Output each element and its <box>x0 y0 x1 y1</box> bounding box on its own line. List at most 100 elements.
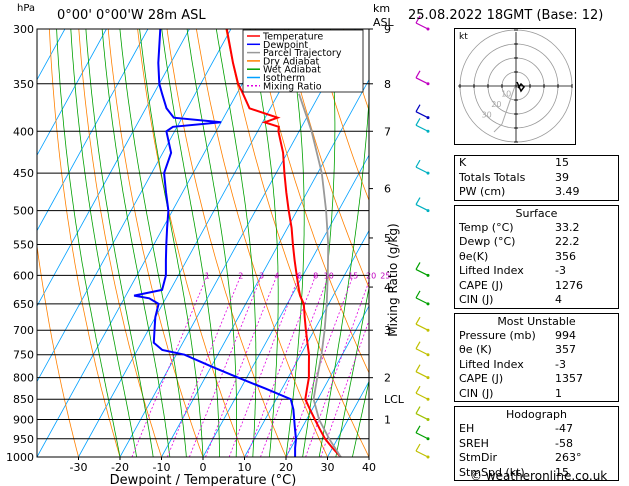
km-tick-label: 5 <box>384 232 391 245</box>
wind-barb-staff <box>415 166 429 174</box>
index-key: CAPE (J) <box>459 278 504 292</box>
index-value: 263° <box>555 451 582 464</box>
legend-box <box>242 29 364 93</box>
index-row: StmSpd (kt) 15 <box>455 466 618 481</box>
legend-item: Wet Adiabat <box>263 65 321 76</box>
index-row: CAPE (J) 1357 <box>455 372 618 387</box>
wind-barb-staff <box>415 432 429 440</box>
wind-barb-flag <box>415 364 421 372</box>
km-tick-label: 3 <box>384 324 391 337</box>
wind-barb-dot <box>426 328 430 332</box>
wind-barb-flag <box>415 15 421 24</box>
pressure-tick-label: 750 <box>13 349 34 362</box>
index-row: Totals Totals 39 <box>455 171 618 186</box>
wind-barb-staff <box>415 77 429 85</box>
wind-barb-staff <box>415 323 429 331</box>
hodograph-trace <box>516 81 525 93</box>
index-value: -47 <box>555 422 573 435</box>
temp-tick-label: -30 <box>70 461 88 474</box>
pressure-tick-label: 1000 <box>6 451 34 464</box>
index-key: θe (K) <box>459 343 492 356</box>
isotherm-line <box>119 29 356 457</box>
pressure-tick-label: 950 <box>13 433 34 446</box>
wind-barb-staff <box>415 392 429 400</box>
series-dewpoint <box>133 29 298 457</box>
mixing-ratio-tick-label: 15 <box>348 271 358 280</box>
index-key: Pressure (mb) <box>459 328 536 342</box>
index-row: EH -47 <box>455 422 618 437</box>
km-tick-label: 8 <box>384 78 391 91</box>
wet-adiabat-line <box>302 29 336 457</box>
section-title: Most Unstable <box>497 314 576 328</box>
mixing-ratio-line <box>189 275 262 457</box>
wind-barb-staff <box>415 124 429 132</box>
wind-barb-staff <box>415 111 429 119</box>
index-value: 994 <box>555 328 576 342</box>
wind-barb-dot <box>426 376 430 380</box>
isotherm-line <box>37 29 273 457</box>
wind-barb-staff <box>415 204 429 212</box>
pressure-tick-label: 450 <box>13 167 34 180</box>
credit-text: © weatheronline.co.uk <box>470 469 608 483</box>
legend-item: Dewpoint <box>263 40 308 51</box>
index-key: CIN (J) <box>459 386 494 400</box>
wind-barb-staff <box>415 297 429 305</box>
temp-tick-label: 40 <box>362 461 376 474</box>
isotherm-line <box>37 29 149 232</box>
index-value: 39 <box>555 170 569 184</box>
wind-barb-flag <box>415 197 421 205</box>
index-value: -58 <box>555 436 573 450</box>
pressure-tick-label: 500 <box>13 205 34 218</box>
index-row: Pressure (mb) 994 <box>455 329 618 344</box>
index-key: EH <box>459 422 475 435</box>
series-parcel-trajectory <box>298 93 342 457</box>
asl-label: ASL <box>373 16 394 29</box>
index-row: K 15 <box>455 156 618 171</box>
index-key: K <box>459 156 467 169</box>
wind-barb-dot <box>426 273 430 277</box>
legend-item: Dry Adiabat <box>263 56 320 67</box>
plot-area <box>37 29 369 457</box>
index-row: StmDir 263° <box>455 451 618 466</box>
isotherm-line <box>285 305 369 457</box>
km-tick-label: 7 <box>384 125 391 138</box>
mixing-ratio-tick-label: 6 <box>297 271 302 280</box>
isotherm-line <box>327 380 369 457</box>
mixing-ratio-line <box>167 275 242 457</box>
index-value: 1276 <box>555 278 583 292</box>
index-key: θe(K) <box>459 249 489 263</box>
index-key: Lifted Index <box>459 264 524 277</box>
mixing-ratio-tick-label: 1 <box>205 271 210 280</box>
wind-barb-dot <box>426 209 430 213</box>
datetime-title: 25.08.2022 18GMT (Base: 12) <box>408 8 604 23</box>
wet-adiabat-line <box>318 93 369 457</box>
index-value: 1357 <box>555 372 583 385</box>
wind-barb-flag <box>415 443 421 452</box>
index-row: Temp (°C) 33.2 <box>455 221 618 236</box>
km-tick-label: 6 <box>384 183 391 196</box>
temp-tick-label: -10 <box>153 461 171 474</box>
hodograph-storm-trace <box>493 85 516 133</box>
legend-item: Temperature <box>262 32 323 43</box>
index-value: 4 <box>555 293 562 306</box>
index-key: Lifted Index <box>459 357 524 371</box>
index-value: 357 <box>555 343 576 356</box>
mixing-ratio-tick-label: 10 <box>324 271 334 280</box>
wind-barb-flag <box>415 316 421 325</box>
wind-barb-flag <box>415 159 421 168</box>
index-value: 22.2 <box>555 235 580 248</box>
mixing-ratio-axis-label: Mixing Ratio (g/kg) <box>386 223 400 336</box>
hodograph-ring-label: 20 <box>491 100 501 109</box>
pressure-tick-label: 300 <box>13 23 34 36</box>
index-value: 1 <box>555 386 562 400</box>
series-temperature <box>225 29 342 457</box>
mixing-ratio-tick-label: 25 <box>380 271 390 280</box>
mixing-ratio-tick-label: 3 <box>259 271 264 280</box>
km-tick-label: 2 <box>384 372 391 385</box>
wind-barb-staff <box>415 268 429 276</box>
wind-barb-dot <box>426 27 430 31</box>
indices-block-main: K 15 Totals Totals 39 PW (cm) 3.49 <box>454 155 619 201</box>
index-key: Totals Totals <box>459 170 526 184</box>
index-key: Dewp (°C) <box>459 235 516 248</box>
